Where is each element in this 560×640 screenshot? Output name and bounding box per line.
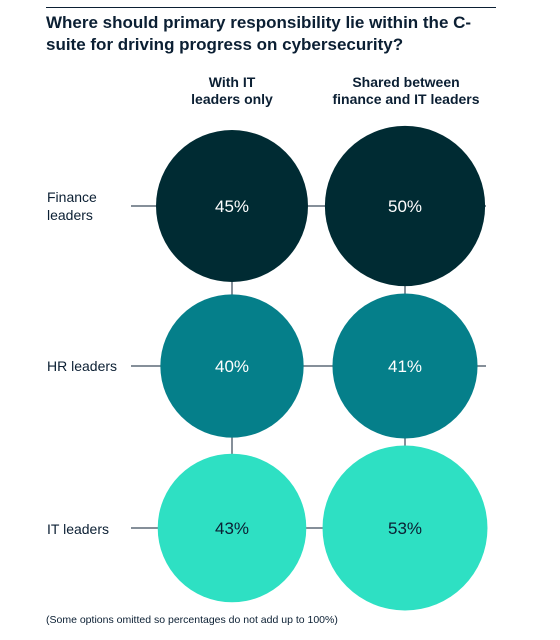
value-label-hr-it-only: 40% bbox=[215, 357, 249, 376]
bubble-it-shared bbox=[322, 445, 488, 611]
column-header-shared: Shared between finance and IT leaders bbox=[332, 74, 480, 107]
value-label-hr-shared: 41% bbox=[388, 357, 422, 376]
bubble-finance-shared bbox=[324, 125, 486, 287]
value-label-finance-shared: 50% bbox=[388, 197, 422, 216]
chart-title: Where should primary responsibility lie … bbox=[46, 13, 472, 54]
row-label-hr: HR leaders bbox=[47, 358, 118, 374]
value-label-it-shared: 53% bbox=[388, 519, 422, 538]
row-label-it: IT leaders bbox=[47, 521, 109, 537]
bubble-hr-it-only bbox=[160, 294, 304, 438]
footnote: (Some options omitted so percentages do … bbox=[46, 614, 338, 626]
row-label-finance: Finance leaders bbox=[47, 189, 97, 223]
bubble-finance-it-only bbox=[156, 130, 308, 282]
top-rule bbox=[46, 7, 496, 8]
column-header-it-only: With IT leaders only bbox=[191, 74, 273, 107]
bubble-hr-shared bbox=[332, 293, 478, 439]
bubble-it-it-only bbox=[157, 453, 307, 603]
value-label-it-it-only: 43% bbox=[215, 519, 249, 538]
value-label-finance-it-only: 45% bbox=[215, 197, 249, 216]
